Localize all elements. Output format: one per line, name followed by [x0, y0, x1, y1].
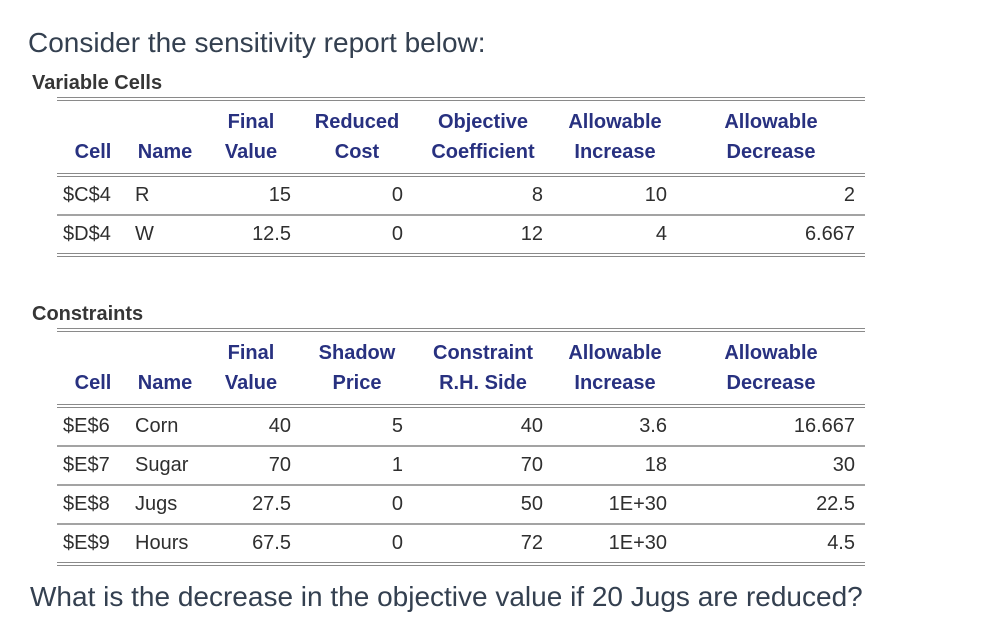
- header-final: Final: [227, 341, 275, 364]
- header-row-top: Final Reduced Objective Allowable Allowa…: [57, 99, 865, 137]
- header-constraint: Constraint: [433, 341, 533, 364]
- header-reduced: Reduced: [314, 110, 400, 133]
- header-row-top: Final Shadow Constraint Allowable Allowa…: [57, 330, 865, 368]
- table-row: $D$4 W 12.5 0 12 4 6.667: [57, 215, 865, 255]
- header-shadow: Shadow: [318, 341, 396, 364]
- variable-cells-body: $C$4 R 15 0 8 10 2 $D$4 W 12.5 0 12 4 6.…: [57, 174, 865, 255]
- cell-allowable-increase: 1E+30: [608, 531, 667, 554]
- header-allowable-dec: Allowable: [724, 341, 818, 364]
- table-row: $E$7 Sugar 70 1 70 18 30: [57, 445, 865, 486]
- cell-ref: $C$4: [57, 174, 129, 216]
- cell-allowable-decrease: 2: [677, 174, 865, 216]
- header-spacer: [129, 99, 201, 137]
- cell-objective-coefficient: 12: [520, 222, 543, 245]
- header-cell: Cell: [57, 136, 129, 177]
- header-value: Value: [201, 136, 301, 177]
- header-allowable-inc: Allowable: [568, 341, 662, 364]
- header-name: Name: [129, 367, 201, 408]
- cell-ref: $E$7: [57, 445, 129, 486]
- header-increase: Increase: [553, 367, 677, 408]
- cell-allowable-increase: 3.6: [553, 405, 677, 447]
- header-allowable-dec: Allowable: [724, 110, 818, 133]
- cell-shadow-price: 0: [391, 531, 403, 554]
- header-spacer: [57, 99, 129, 137]
- header-cell: Cell: [57, 367, 129, 408]
- cell-rhs: 50: [413, 484, 553, 525]
- cell-ref: $E$6: [57, 405, 129, 447]
- cell-shadow-price: 5: [301, 405, 413, 447]
- variable-cells-header: Final Reduced Objective Allowable Allowa…: [57, 99, 865, 177]
- cell-name: Jugs: [129, 484, 201, 525]
- cell-name: R: [129, 174, 201, 216]
- cell-allowable-decrease: 30: [677, 445, 865, 486]
- header-objective: Objective: [437, 110, 529, 133]
- header-increase: Increase: [553, 136, 677, 177]
- cell-name: Hours: [135, 531, 189, 554]
- cell-shadow-price: 1: [301, 445, 413, 486]
- cell-final-value: 67.5: [252, 531, 291, 554]
- header-spacer: [129, 330, 201, 368]
- cell-allowable-decrease: 22.5: [677, 484, 865, 525]
- header-rhs: R.H. Side: [413, 367, 553, 408]
- header-price: Price: [301, 367, 413, 408]
- header-final: Final: [227, 110, 275, 133]
- cell-name: Sugar: [129, 445, 201, 486]
- cell-allowable-decrease: 16.667: [677, 405, 865, 447]
- cell-allowable-decrease: 4.5: [827, 531, 855, 554]
- cell-name: W: [135, 222, 154, 245]
- table-row: $E$8 Jugs 27.5 0 50 1E+30 22.5: [57, 484, 865, 525]
- cell-allowable-increase: 1E+30: [553, 484, 677, 525]
- constraints-table: Final Shadow Constraint Allowable Allowa…: [57, 327, 865, 566]
- table-row: $C$4 R 15 0 8 10 2: [57, 174, 865, 216]
- header-cost: Cost: [301, 136, 413, 177]
- header-decrease: Decrease: [677, 136, 865, 177]
- variable-cells-section: Variable Cells Final Reduced Objective A…: [28, 70, 970, 257]
- question-text: What is the decrease in the objective va…: [30, 580, 863, 612]
- constraints-body: $E$6 Corn 40 5 40 3.6 16.667 $E$7 Sugar …: [57, 405, 865, 564]
- cell-allowable-increase: 18: [553, 445, 677, 486]
- cell-reduced-cost: 0: [301, 174, 413, 216]
- header-value: Value: [201, 367, 301, 408]
- header-decrease: Decrease: [677, 367, 865, 408]
- cell-ref: $E$8: [57, 484, 129, 525]
- cell-reduced-cost: 0: [391, 222, 403, 245]
- cell-shadow-price: 0: [301, 484, 413, 525]
- header-row-bottom: Cell Name Value Price R.H. Side Increase…: [57, 367, 865, 408]
- cell-final-value: 15: [201, 174, 301, 216]
- header-coefficient: Coefficient: [413, 136, 553, 177]
- constraints-section: Constraints Final Shadow Constraint Allo…: [28, 301, 970, 566]
- cell-rhs: 70: [413, 445, 553, 486]
- cell-allowable-increase: 4: [655, 222, 667, 245]
- variable-cells-table: Final Reduced Objective Allowable Allowa…: [57, 96, 865, 257]
- cell-rhs: 40: [413, 405, 553, 447]
- cell-final-value: 40: [201, 405, 301, 447]
- variable-cells-label: Variable Cells: [32, 71, 163, 94]
- cell-rhs: 72: [520, 531, 543, 554]
- header-row-bottom: Cell Name Value Cost Coefficient Increas…: [57, 136, 865, 177]
- table-row: $E$6 Corn 40 5 40 3.6 16.667: [57, 405, 865, 447]
- cell-name: Corn: [129, 405, 201, 447]
- constraints-label: Constraints: [32, 302, 144, 325]
- question-intro: Consider the sensitivity report below:: [28, 27, 486, 58]
- header-allowable-inc: Allowable: [568, 110, 662, 133]
- table-row: $E$9 Hours 67.5 0 72 1E+30 4.5: [57, 524, 865, 564]
- cell-allowable-decrease: 6.667: [804, 222, 855, 245]
- header-spacer: [57, 330, 129, 368]
- cell-final-value: 12.5: [252, 222, 291, 245]
- header-name: Name: [129, 136, 201, 177]
- cell-allowable-increase: 10: [553, 174, 677, 216]
- cell-ref: $E$9: [63, 531, 110, 554]
- cell-final-value: 70: [201, 445, 301, 486]
- cell-objective-coefficient: 8: [413, 174, 553, 216]
- constraints-header: Final Shadow Constraint Allowable Allowa…: [57, 330, 865, 408]
- cell-final-value: 27.5: [201, 484, 301, 525]
- cell-ref: $D$4: [63, 222, 111, 245]
